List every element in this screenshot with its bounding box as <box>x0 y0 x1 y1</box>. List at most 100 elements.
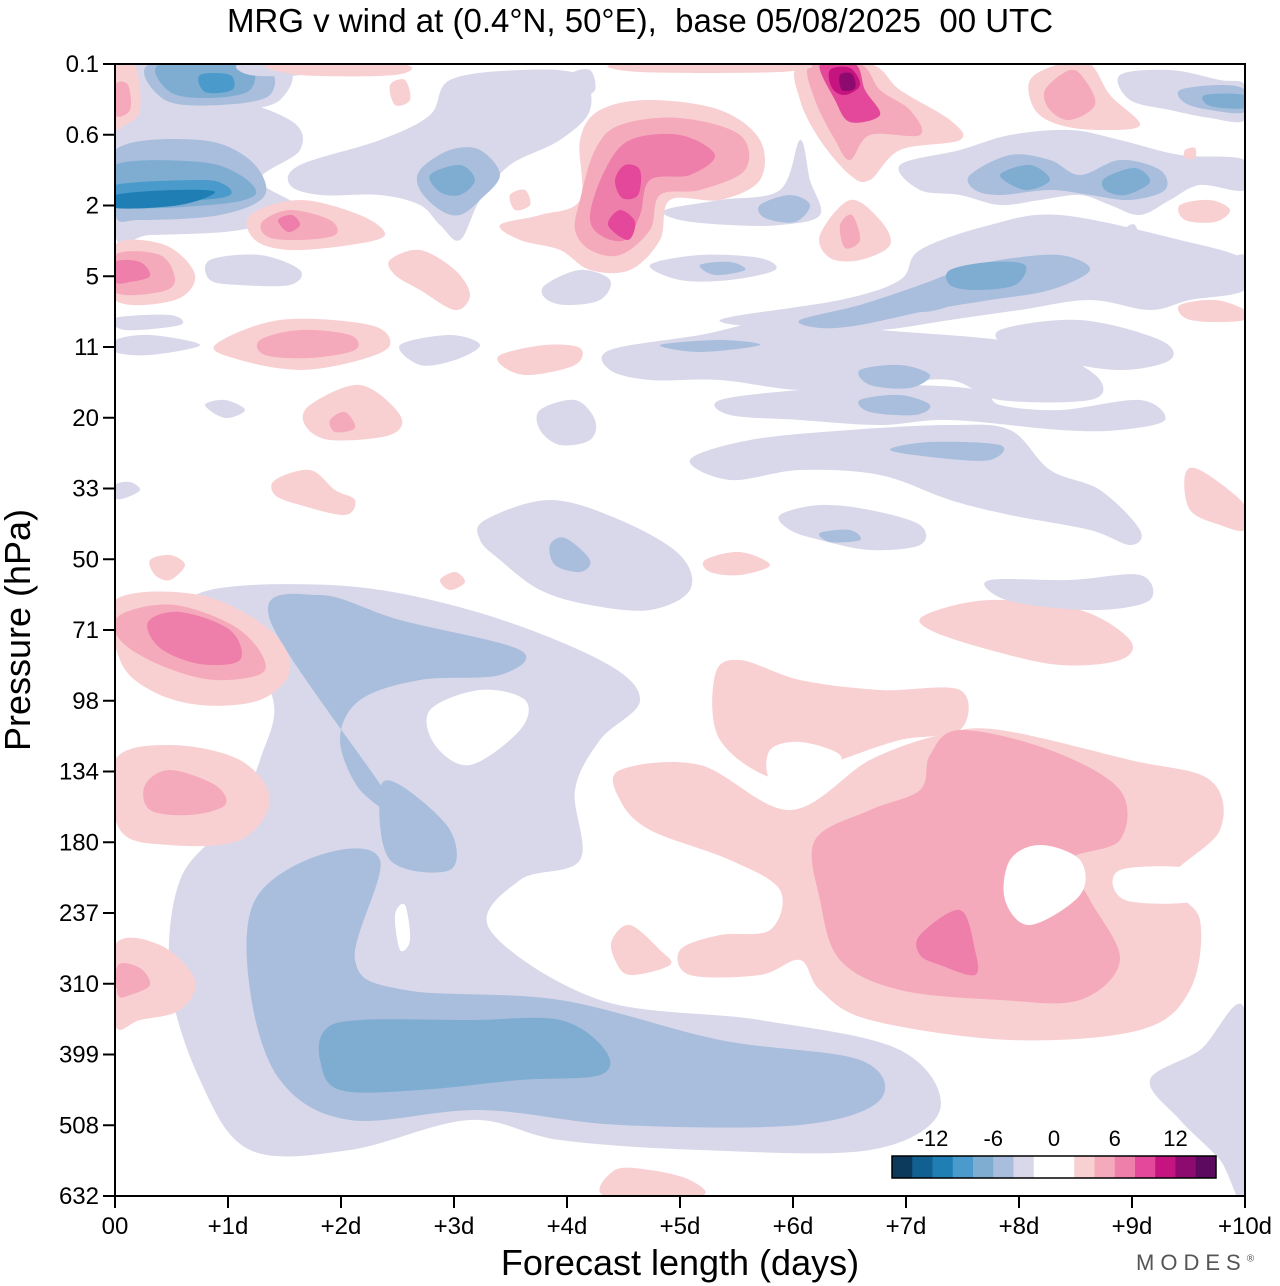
x-axis-title: Forecast length (days) <box>501 1242 859 1283</box>
x-tick-label: +2d <box>321 1213 362 1240</box>
x-tick-label: 00 <box>102 1213 129 1240</box>
contour-region-p2 <box>1184 467 1245 532</box>
contour-region-n6 <box>1101 167 1151 196</box>
contour-region-p2 <box>115 937 196 1030</box>
x-tick-label: +6d <box>773 1213 814 1240</box>
y-tick-label: 11 <box>74 334 99 361</box>
contour-region-n4 <box>899 294 951 313</box>
contour-region-n4 <box>267 593 527 813</box>
y-tick-label: 2 <box>86 193 99 220</box>
legend-swatch <box>993 1156 1014 1178</box>
legend-swatch <box>892 1156 913 1178</box>
contour-region-n6 <box>318 1017 611 1093</box>
contour-region-n2 <box>115 481 141 500</box>
contour-region-w <box>394 903 411 952</box>
contour-region-n2 <box>1149 1003 1245 1196</box>
contour-region-p2 <box>919 599 1134 666</box>
contour-region-p2 <box>388 249 470 311</box>
contour-region-n4 <box>858 394 931 416</box>
legend-swatch <box>1135 1156 1156 1178</box>
legend-label: 12 <box>1163 1126 1187 1151</box>
brand-text: MODES <box>1136 1250 1247 1275</box>
contour-region-n2 <box>995 319 1174 370</box>
x-tick-label: +8d <box>999 1213 1040 1240</box>
contour-region-p2 <box>599 1167 706 1196</box>
contour-region-p8 <box>607 209 636 241</box>
legend-swatch <box>1054 1156 1075 1178</box>
y-axis-title: Pressure (hPa) <box>0 509 38 751</box>
contour-region-n6 <box>999 164 1051 191</box>
contour-region-n2 <box>115 314 184 331</box>
contour-field <box>115 64 1245 1196</box>
contour-region-p2 <box>302 384 403 441</box>
y-tick-label: 71 <box>72 617 99 644</box>
contour-region-p4 <box>1043 69 1096 121</box>
contour-region-w <box>1003 845 1086 926</box>
x-tick-label: +9d <box>1112 1213 1153 1240</box>
chart-title: MRG v wind at (0.4°N, 50°E), base 05/08/… <box>226 2 1054 39</box>
contour-region-n10 <box>115 189 216 209</box>
y-tick-label: 20 <box>72 405 99 432</box>
contour-region-p2 <box>264 64 412 77</box>
contour-region-n2 <box>205 399 245 419</box>
x-tick-label: +1d <box>208 1213 249 1240</box>
contour-region-p4 <box>256 329 359 359</box>
contour-region-p4 <box>839 214 861 249</box>
contour-region-n6 <box>945 261 1027 290</box>
contour-region-n4 <box>379 780 457 873</box>
contour-region-n2 <box>399 335 481 366</box>
contour-region-n4 <box>659 340 761 352</box>
contour-region-p4 <box>115 81 131 117</box>
contour-region-n2 <box>1229 254 1245 278</box>
legend-swatch <box>1094 1156 1116 1178</box>
y-tick-label: 180 <box>59 829 99 856</box>
y-tick-label: 0.6 <box>66 122 99 149</box>
legend-swatch <box>1013 1156 1035 1178</box>
contour-region-p2 <box>607 64 813 73</box>
x-tick-label: +5d <box>660 1213 701 1240</box>
y-tick-label: 508 <box>59 1112 99 1139</box>
contour-region-p2 <box>1183 147 1197 160</box>
y-tick-label: 98 <box>72 688 99 715</box>
contour-region-n4 <box>858 364 931 389</box>
contour-region-n8 <box>198 73 235 94</box>
legend-swatch <box>912 1156 933 1178</box>
contour-region-p6 <box>277 214 301 233</box>
contour-region-p2 <box>509 189 531 211</box>
contour-region-p2 <box>271 469 356 516</box>
contour-region-p2 <box>610 924 672 976</box>
legend-swatch <box>1175 1156 1197 1178</box>
contour-region-p4 <box>115 963 151 998</box>
legend-swatch <box>1074 1156 1095 1178</box>
contour-region-p2 <box>149 554 185 581</box>
modes-logo: MODES® <box>1136 1250 1254 1276</box>
legend-label: 6 <box>1109 1126 1121 1151</box>
contour-region-p2 <box>439 571 466 591</box>
y-tick-label: 310 <box>59 971 99 998</box>
color-legend: -12 -6 0 6 12 <box>891 1126 1217 1179</box>
y-tick-label: 237 <box>59 900 99 927</box>
contour-region-w <box>1112 866 1210 904</box>
y-tick-label: 0.1 <box>66 51 99 78</box>
contour-region-n4 <box>549 537 591 573</box>
contour-region-w <box>426 689 529 766</box>
contour-region-p4 <box>329 411 356 433</box>
y-tick-label: 33 <box>72 476 99 503</box>
contour-region-p6 <box>147 611 242 666</box>
y-tick-label: 5 <box>86 263 99 290</box>
contour-region-n2 <box>984 574 1154 611</box>
legend-label: 0 <box>1048 1126 1060 1151</box>
x-tick-label: +7d <box>886 1213 927 1240</box>
contour-region-n2 <box>536 399 597 446</box>
legend-swatch <box>1033 1156 1055 1178</box>
contour-region-p4 <box>143 770 227 816</box>
contour-region-w <box>766 741 842 791</box>
contour-region-p6 <box>115 259 151 284</box>
contour-region-p2 <box>1178 199 1231 223</box>
contour-region-n2 <box>778 504 927 551</box>
contour-region-n2 <box>1124 224 1141 250</box>
contour-region-n2 <box>689 424 1142 545</box>
x-axis: 00 +1d +2d +3d +4d +5d +6d +7d +8d +9d +10d <box>102 1196 1272 1240</box>
y-tick-label: 632 <box>59 1183 99 1210</box>
